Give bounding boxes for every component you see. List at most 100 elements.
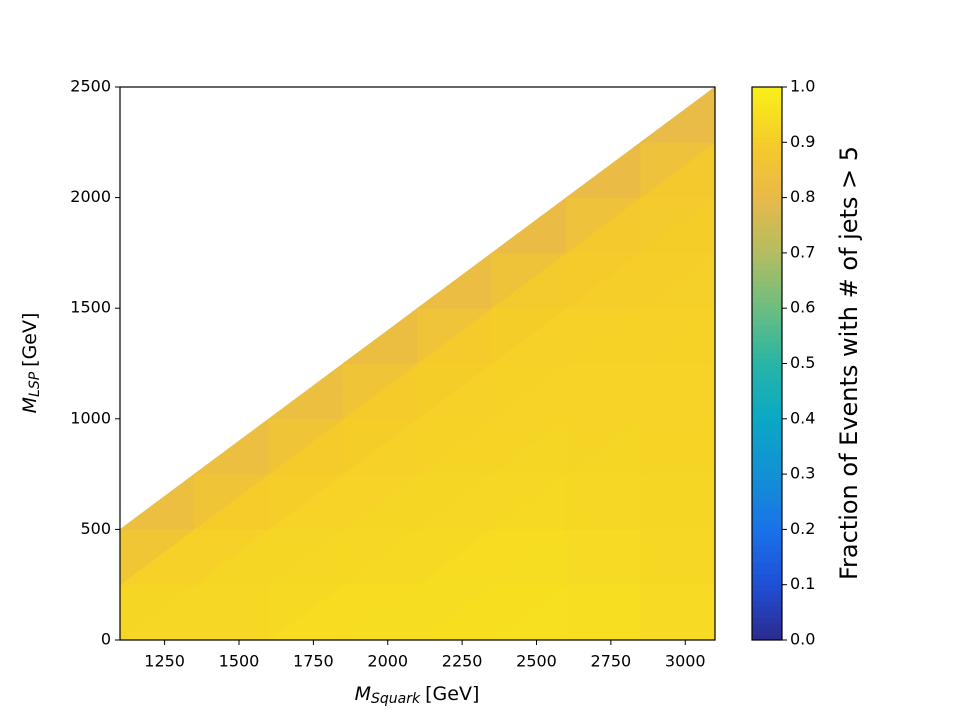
- colorbar-segment: [752, 302, 782, 309]
- colorbar-segment: [752, 158, 782, 165]
- colorbar-segment: [752, 512, 782, 519]
- colorbar-segment: [752, 474, 782, 481]
- colorbar-segment: [752, 175, 782, 182]
- colorbar-segment: [752, 164, 782, 171]
- colorbar-segment: [752, 236, 782, 243]
- colorbar-segment: [752, 595, 782, 602]
- colorbar-segment: [752, 324, 782, 331]
- colorbar-segment: [752, 352, 782, 359]
- colorbar-segment: [752, 297, 782, 304]
- colorbar-segment: [752, 269, 782, 276]
- colorbar-segment: [752, 501, 782, 508]
- y-label-symbol: M: [19, 397, 41, 413]
- colorbar-segment: [752, 203, 782, 210]
- colorbar-segment: [752, 230, 782, 237]
- colorbar-segment: [752, 197, 782, 204]
- colorbar-segment: [752, 357, 782, 364]
- y-tick-label: 0: [101, 630, 111, 649]
- colorbar-segment: [752, 92, 782, 99]
- colorbar-segment: [752, 628, 782, 635]
- y-label-unit: [GeV]: [19, 313, 41, 367]
- colorbar-segment: [752, 468, 782, 475]
- plot-area: [119, 86, 716, 641]
- colorbar-label: Fraction of Events with # of jets > 5: [835, 146, 863, 580]
- colorbar-segment: [752, 623, 782, 630]
- colorbar-segment: [752, 407, 782, 414]
- colorbar-segment: [752, 634, 782, 641]
- colorbar-segment: [752, 147, 782, 154]
- contour-cell: [416, 252, 493, 309]
- contour-cell: [193, 418, 270, 475]
- colorbar-segment: [752, 485, 782, 492]
- colorbar-segment: [752, 280, 782, 287]
- colorbar-segment: [752, 114, 782, 121]
- contour-cell: [490, 197, 567, 254]
- colorbar-segment: [752, 120, 782, 127]
- x-tick-label: 2750: [591, 652, 632, 671]
- x-label-unit: [GeV]: [425, 683, 479, 705]
- colorbar-segment: [752, 451, 782, 459]
- colorbar-segment: [752, 241, 782, 248]
- colorbar-segment: [752, 219, 782, 226]
- colorbar-segment: [752, 169, 782, 176]
- colorbar-segment: [752, 617, 782, 624]
- colorbar-tick-label: 0.7: [790, 242, 815, 261]
- colorbar-segment: [752, 606, 782, 613]
- colorbar-segment: [752, 529, 782, 536]
- colorbar-segment: [752, 142, 782, 149]
- colorbar-segment: [752, 98, 782, 105]
- colorbar-segment: [752, 136, 782, 143]
- y-label-subscript: LSP: [27, 371, 43, 397]
- colorbar-segment: [752, 208, 782, 215]
- colorbar-tick-label: 0.5: [790, 353, 815, 372]
- colorbar-segment: [752, 457, 782, 464]
- colorbar-segment: [752, 286, 782, 293]
- colorbar-segment: [752, 341, 782, 348]
- colorbar-segment: [752, 225, 782, 232]
- colorbar-segment: [752, 584, 782, 591]
- colorbar-segment: [752, 252, 782, 259]
- colorbar-segment: [752, 507, 782, 514]
- colorbar-segment: [752, 590, 782, 597]
- colorbar-segment: [752, 103, 782, 110]
- y-axis-label: MLSP [GeV]: [19, 313, 44, 414]
- y-tick-label: 1000: [70, 408, 111, 427]
- colorbar-tick-label: 0.4: [790, 408, 815, 427]
- y-tick-label: 2000: [70, 187, 111, 206]
- colorbar-segment: [752, 258, 782, 265]
- contour-cell: [342, 307, 418, 364]
- colorbar-segment: [752, 346, 782, 353]
- colorbar-segment: [752, 109, 782, 116]
- x-label-subscript: Squark: [371, 691, 421, 707]
- y-tick-label: 1500: [70, 298, 111, 317]
- colorbar-tick-label: 0.3: [790, 464, 815, 483]
- colorbar-segment: [752, 435, 782, 442]
- colorbar-segment: [752, 363, 782, 370]
- x-tick-label: 2250: [442, 652, 483, 671]
- colorbar-segment: [752, 335, 782, 342]
- x-tick-label: 2500: [516, 652, 557, 671]
- colorbar-segment: [752, 125, 782, 132]
- colorbar-segment: [752, 385, 782, 392]
- x-tick-label: 1750: [293, 652, 334, 671]
- colorbar-segment: [752, 396, 782, 403]
- colorbar-segment: [752, 568, 782, 575]
- colorbar-segment: [752, 557, 782, 564]
- colorbar-tick-label: 0.8: [790, 187, 815, 206]
- colorbar-segment: [752, 263, 782, 270]
- colorbar-segment: [752, 579, 782, 586]
- colorbar-segment: [752, 601, 782, 608]
- colorbar-segment: [752, 319, 782, 326]
- colorbar-segment: [752, 291, 782, 298]
- colorbar-segment: [752, 181, 782, 188]
- colorbar-segment: [752, 369, 782, 376]
- colorbar-segment: [752, 518, 782, 525]
- colorbar-segment: [752, 463, 782, 470]
- colorbar-segment: [752, 490, 782, 497]
- colorbar-segment: [752, 402, 782, 409]
- colorbar-tick-label: 0.1: [790, 574, 815, 593]
- colorbar-segment: [752, 380, 782, 387]
- colorbar-segment: [752, 562, 782, 569]
- colorbar-segment: [752, 308, 782, 315]
